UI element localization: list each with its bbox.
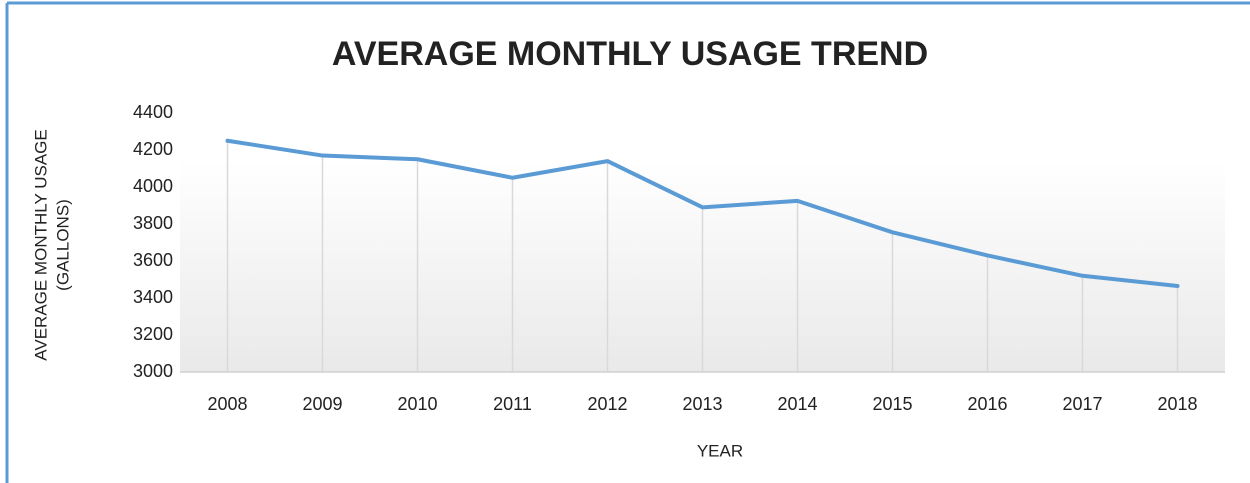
x-tick-label: 2008 <box>207 394 247 414</box>
x-tick-label: 2011 <box>493 394 532 414</box>
y-tick-label: 3000 <box>133 361 173 381</box>
x-tick-label: 2010 <box>397 394 437 414</box>
x-tick-label: 2016 <box>967 394 1007 414</box>
y-tick-label: 3200 <box>133 324 173 344</box>
chart-title: AVERAGE MONTHLY USAGE TREND <box>332 35 928 73</box>
x-tick-label: 2009 <box>302 394 342 414</box>
x-tick-label: 2014 <box>777 394 817 414</box>
y-tick-label: 3400 <box>133 287 173 307</box>
y-axis-title: AVERAGE MONTHLY USAGE <box>31 129 50 360</box>
x-axis-title: YEAR <box>697 441 743 460</box>
y-tick-label: 4000 <box>133 176 173 196</box>
x-tick-label: 2013 <box>682 394 722 414</box>
y-tick-label: 4200 <box>133 139 173 159</box>
y-tick-label: 3600 <box>133 250 173 270</box>
x-tick-label: 2012 <box>587 394 627 414</box>
x-tick-label: 2018 <box>1157 394 1197 414</box>
x-tick-label: 2015 <box>872 394 912 414</box>
data-line <box>225 138 1180 288</box>
x-tick-label: 2017 <box>1062 394 1102 414</box>
y-tick-label: 3800 <box>133 213 173 233</box>
y-tick-label: 4400 <box>133 102 173 122</box>
y-axis-title: (GALLONS) <box>53 199 72 291</box>
